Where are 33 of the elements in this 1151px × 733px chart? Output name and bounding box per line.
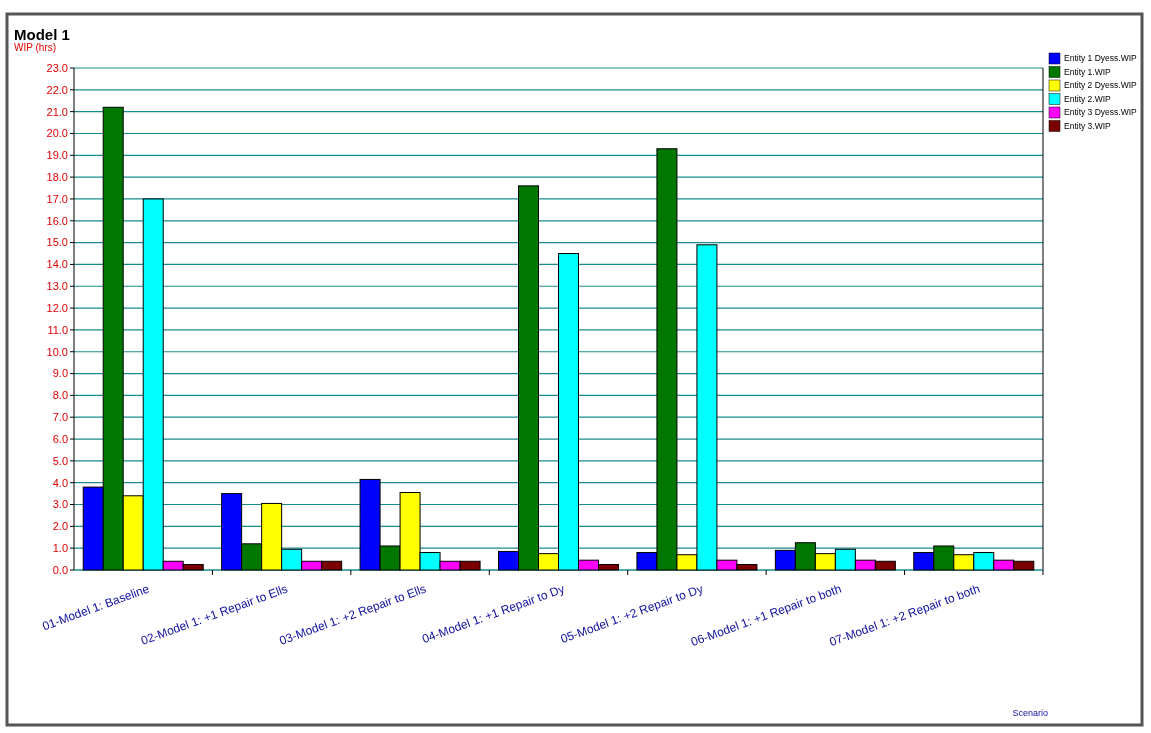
- y-tick-label: 4.0: [52, 476, 68, 489]
- y-tick-label: 19.0: [46, 149, 68, 162]
- legend-label: Entity 1 Dyess.WIP: [1064, 53, 1138, 64]
- y-tick-label: 7.0: [52, 411, 68, 424]
- y-tick-label: 10.0: [46, 345, 68, 358]
- legend-label: Entity 3 Dyess.WIP: [1064, 107, 1138, 118]
- legend-label: Entity 3.WIP: [1064, 120, 1112, 131]
- y-tick-label: 3.0: [52, 498, 68, 511]
- y-tick-label: 5.0: [52, 454, 68, 467]
- legend-label: Entity 2.WIP: [1064, 93, 1112, 104]
- y-tick-label: 18.0: [46, 170, 68, 183]
- y-tick-label: 9.0: [52, 367, 68, 380]
- y-axis-title: WIP (hrs): [14, 42, 57, 53]
- y-tick-label: 17.0: [46, 192, 68, 205]
- y-tick-label: 11.0: [47, 323, 68, 336]
- y-tick-label: 15.0: [46, 236, 68, 249]
- text: Scenario: [1012, 708, 1048, 718]
- legend-label: Entity 1.WIP: [1064, 66, 1112, 77]
- y-tick-label: 6.0: [52, 432, 68, 445]
- chart-title: Model 1: [14, 26, 70, 43]
- y-tick-label: 2.0: [52, 520, 68, 533]
- y-tick-label: 0.0: [52, 563, 68, 576]
- y-tick-label: 14.0: [46, 258, 68, 271]
- y-tick-label: 23.0: [46, 61, 68, 74]
- y-tick-label: 8.0: [52, 389, 68, 402]
- y-tick-label: 16.0: [46, 214, 68, 227]
- y-tick-label: 20.0: [46, 127, 68, 140]
- y-tick-label: 21.0: [46, 105, 68, 118]
- y-tick-label: 1.0: [52, 542, 68, 555]
- legend-label: Entity 2 Dyess.WIP: [1064, 80, 1138, 91]
- y-tick-label: 22.0: [46, 83, 68, 96]
- y-tick-label: 13.0: [46, 280, 68, 293]
- y-tick-label: 12.0: [46, 301, 68, 314]
